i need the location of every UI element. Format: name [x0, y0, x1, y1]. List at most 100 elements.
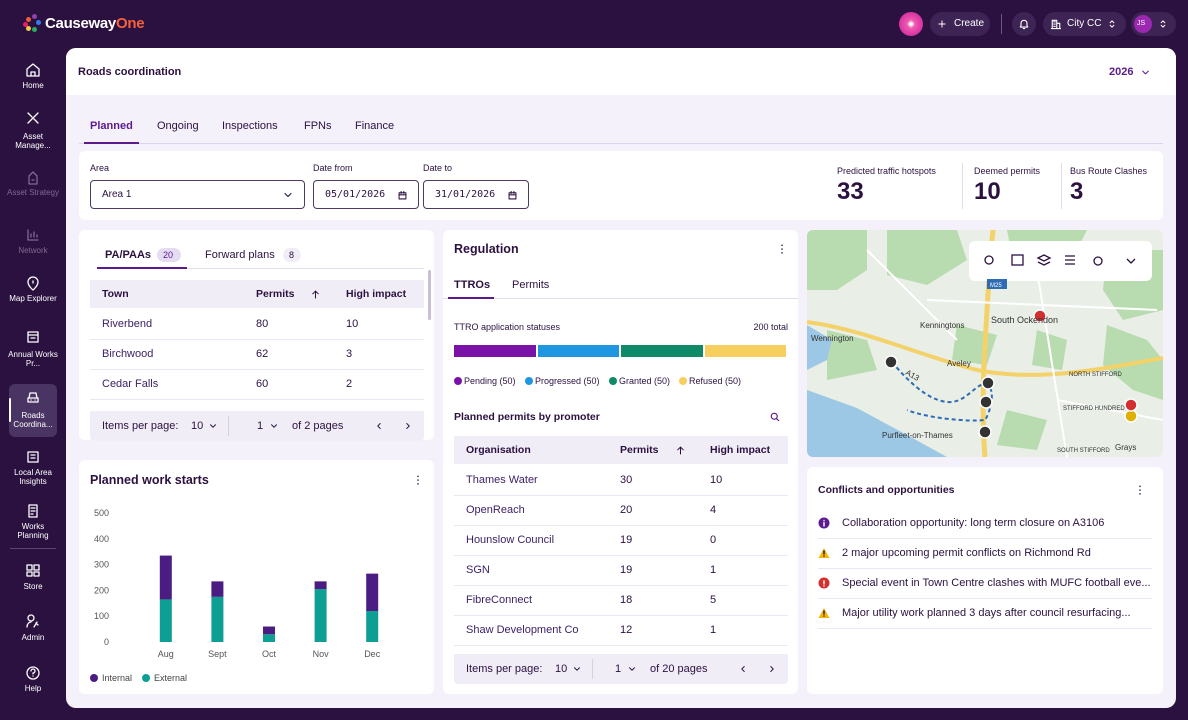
- nav-icon-glyph[interactable]: [27, 229, 39, 241]
- per-page-chevron-glyph[interactable]: [210, 424, 216, 428]
- nav-icon-glyph[interactable]: [28, 504, 38, 518]
- nav-label[interactable]: Asset Strategy: [6, 188, 60, 197]
- tab[interactable]: Inspections: [222, 120, 278, 132]
- prev-page[interactable]: [374, 421, 384, 431]
- nav-label[interactable]: Roads Coordina...: [13, 411, 53, 429]
- nav-icon[interactable]: [25, 613, 41, 629]
- nav-icon[interactable]: [25, 562, 41, 578]
- map-tool-layers[interactable]: [1036, 254, 1052, 266]
- date-input[interactable]: [313, 180, 419, 209]
- nav-icon-glyph[interactable]: [27, 331, 39, 343]
- page-chevron-glyph[interactable]: [629, 667, 635, 671]
- nav-icon[interactable]: [25, 329, 41, 345]
- next-page[interactable]: [767, 664, 777, 674]
- column-header[interactable]: Permits: [620, 444, 659, 456]
- area-chevron[interactable]: [282, 189, 294, 201]
- org-name[interactable]: City CC: [1067, 18, 1102, 29]
- nav-icon[interactable]: [25, 276, 41, 292]
- assistant-icon[interactable]: [906, 19, 916, 29]
- create-label[interactable]: Create: [954, 18, 985, 29]
- bell-icon-glyph[interactable]: [1019, 19, 1029, 30]
- page-number[interactable]: 1: [615, 663, 622, 675]
- nav-icon-glyph[interactable]: [27, 276, 39, 291]
- subtab[interactable]: PA/PAAs: [105, 249, 152, 261]
- building-icon-glyph[interactable]: [1050, 19, 1062, 30]
- page-chevron-glyph[interactable]: [271, 424, 277, 428]
- create-icon[interactable]: [937, 19, 947, 29]
- calendar-icon-glyph[interactable]: [508, 190, 516, 199]
- area-select[interactable]: [90, 180, 305, 209]
- card-menu[interactable]: [776, 243, 788, 255]
- nav-label[interactable]: Asset Manage...: [15, 132, 51, 150]
- subtab[interactable]: TTROs: [454, 279, 491, 291]
- conflict-text[interactable]: Major utility work planned 3 days after …: [842, 607, 1131, 619]
- nav-icon[interactable]: [25, 170, 41, 186]
- user-chevron-glyph[interactable]: [1160, 20, 1166, 28]
- org-chevron[interactable]: [1107, 19, 1117, 29]
- user-initials[interactable]: JS: [1137, 20, 1146, 27]
- map-tool-expand[interactable]: [1126, 258, 1136, 264]
- year-select[interactable]: 2026: [1109, 66, 1134, 78]
- next-page-glyph[interactable]: [406, 423, 410, 429]
- year-chevron-glyph[interactable]: [1141, 70, 1149, 74]
- nav-icon[interactable]: [25, 503, 41, 519]
- chart-menu[interactable]: [412, 474, 424, 486]
- date-value[interactable]: 05/01/2026: [325, 189, 386, 200]
- nav-icon-glyph[interactable]: [26, 63, 40, 77]
- page-number[interactable]: 1: [257, 420, 264, 432]
- search-icon-glyph[interactable]: [770, 412, 780, 422]
- sort-icon-glyph[interactable]: [676, 446, 684, 454]
- nav-icon-glyph[interactable]: [27, 112, 39, 124]
- building-icon[interactable]: [1050, 18, 1062, 30]
- nav-label[interactable]: Network: [18, 246, 48, 255]
- calendar-icon-glyph[interactable]: [398, 190, 406, 199]
- notifications-button[interactable]: [1012, 12, 1036, 36]
- column-header[interactable]: High impact: [346, 288, 407, 300]
- user-chevron[interactable]: [1158, 19, 1168, 29]
- nav-icon[interactable]: [25, 449, 41, 465]
- nav-icon-glyph[interactable]: [26, 614, 39, 628]
- per-page-chevron[interactable]: [208, 421, 218, 431]
- nav-icon[interactable]: [25, 389, 41, 405]
- map-tool-list[interactable]: [1065, 255, 1075, 265]
- per-page[interactable]: 10: [555, 663, 568, 675]
- search-icon[interactable]: [769, 411, 781, 423]
- prev-page-glyph[interactable]: [377, 423, 381, 429]
- nav-icon[interactable]: [25, 62, 41, 78]
- prev-page[interactable]: [738, 664, 748, 674]
- nav-icon-glyph[interactable]: [27, 392, 39, 403]
- next-page[interactable]: [403, 421, 413, 431]
- tab[interactable]: Planned: [90, 120, 133, 132]
- subtab[interactable]: Permits: [512, 279, 550, 291]
- column-header[interactable]: Town: [102, 288, 129, 300]
- page-chevron[interactable]: [269, 421, 279, 431]
- sort-icon[interactable]: [310, 289, 321, 300]
- nav-icon[interactable]: [25, 665, 41, 681]
- conflict-text[interactable]: Collaboration opportunity: long term clo…: [842, 517, 1105, 529]
- nav-label[interactable]: Map Explorer: [9, 294, 57, 303]
- date-value[interactable]: 31/01/2026: [435, 189, 496, 200]
- tab[interactable]: Finance: [355, 120, 395, 132]
- page-chevron[interactable]: [627, 664, 637, 674]
- nav-icon-glyph[interactable]: [26, 666, 40, 680]
- nav-icon-glyph[interactable]: [27, 451, 39, 463]
- area-value[interactable]: Area 1: [102, 189, 132, 200]
- map-tools[interactable]: [984, 254, 1136, 266]
- conflict-text[interactable]: 2 major upcoming permit conflicts on Ric…: [842, 547, 1091, 559]
- bell-icon[interactable]: [1018, 18, 1030, 30]
- nav-icon[interactable]: [25, 227, 41, 243]
- area-chevron-glyph[interactable]: [284, 192, 292, 198]
- per-page-chevron[interactable]: [572, 664, 582, 674]
- calendar-icon[interactable]: [397, 190, 408, 201]
- subtab[interactable]: Forward plans: [205, 249, 275, 261]
- nav-label[interactable]: Admin: [21, 633, 45, 642]
- nav-label[interactable]: Store: [23, 582, 43, 591]
- card-menu[interactable]: [1134, 484, 1146, 496]
- sort-icon[interactable]: [675, 445, 686, 456]
- map-tool-search[interactable]: [984, 255, 994, 265]
- nav-icon-glyph[interactable]: [28, 171, 38, 185]
- nav-label[interactable]: Local Area Insights: [14, 468, 52, 486]
- per-page-chevron-glyph[interactable]: [574, 667, 580, 671]
- prev-page-glyph[interactable]: [741, 666, 745, 672]
- calendar-icon[interactable]: [507, 190, 518, 201]
